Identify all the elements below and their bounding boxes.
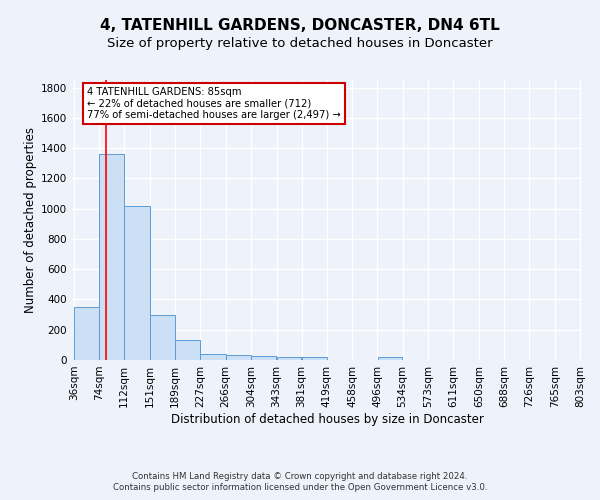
Text: Contains HM Land Registry data © Crown copyright and database right 2024.
Contai: Contains HM Land Registry data © Crown c…	[113, 472, 487, 492]
Y-axis label: Number of detached properties: Number of detached properties	[24, 127, 37, 313]
Bar	[226, 354, 251, 360]
Bar	[251, 356, 277, 360]
Bar	[175, 340, 200, 360]
X-axis label: Distribution of detached houses by size in Doncaster: Distribution of detached houses by size …	[170, 412, 484, 426]
Text: Size of property relative to detached houses in Doncaster: Size of property relative to detached ho…	[107, 38, 493, 51]
Text: 4 TATENHILL GARDENS: 85sqm
← 22% of detached houses are smaller (712)
77% of sem: 4 TATENHILL GARDENS: 85sqm ← 22% of deta…	[88, 87, 341, 120]
Text: 4, TATENHILL GARDENS, DONCASTER, DN4 6TL: 4, TATENHILL GARDENS, DONCASTER, DN4 6TL	[100, 18, 500, 32]
Bar	[124, 206, 149, 360]
Bar	[277, 357, 301, 360]
Bar	[377, 357, 403, 360]
Bar	[302, 357, 326, 360]
Bar	[200, 354, 226, 360]
Bar	[150, 316, 175, 360]
Bar	[99, 154, 124, 360]
Bar	[74, 307, 99, 360]
